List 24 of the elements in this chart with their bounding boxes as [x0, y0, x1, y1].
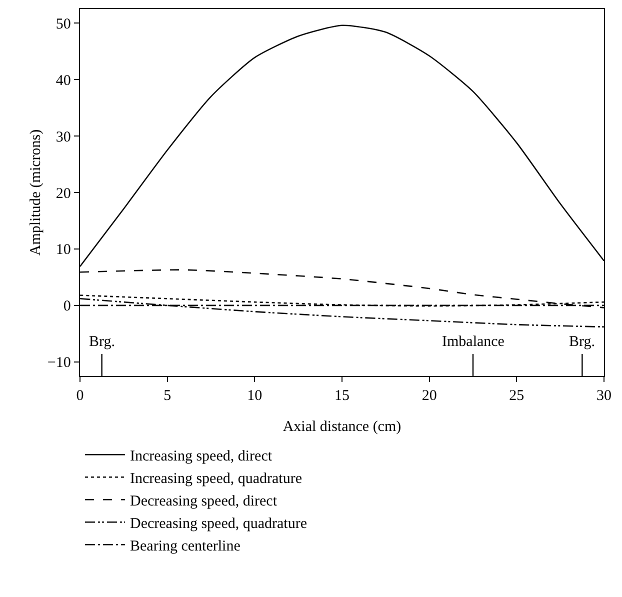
ref-line-label: Brg.: [569, 334, 595, 350]
y-tick-label: 40: [56, 72, 71, 89]
y-tick-label: 30: [56, 129, 71, 146]
x-tick-label: 25: [509, 388, 524, 404]
x-tick-label: 15: [334, 388, 350, 404]
y-tick-label: 0: [63, 298, 71, 315]
x-tick-label: 10: [247, 388, 262, 404]
x-tick-label: 20: [422, 388, 437, 404]
legend-label: Decreasing speed, direct: [130, 493, 278, 510]
legend-label: Increasing speed, quadrature: [130, 470, 302, 487]
ref-line-label: Brg.: [89, 334, 115, 350]
legend-label: Bearing centerline: [130, 538, 241, 554]
legend-label: Decreasing speed, quadrature: [130, 516, 308, 532]
legend-label: Increasing speed, direct: [130, 448, 273, 464]
y-axis-title: Amplitude (microns): [28, 129, 44, 256]
y-tick-label: −10: [47, 355, 71, 372]
y-tick-label: 10: [56, 242, 71, 258]
x-axis-title: Axial distance (cm): [282, 419, 402, 436]
ref-line-label: Imbalance: [442, 334, 505, 350]
y-tick-label: 20: [56, 186, 71, 202]
x-tick-label: 30: [596, 388, 612, 404]
y-tick-label: 50: [56, 16, 71, 32]
x-tick-label: 5: [164, 388, 172, 404]
x-tick-label: 0: [76, 388, 84, 404]
